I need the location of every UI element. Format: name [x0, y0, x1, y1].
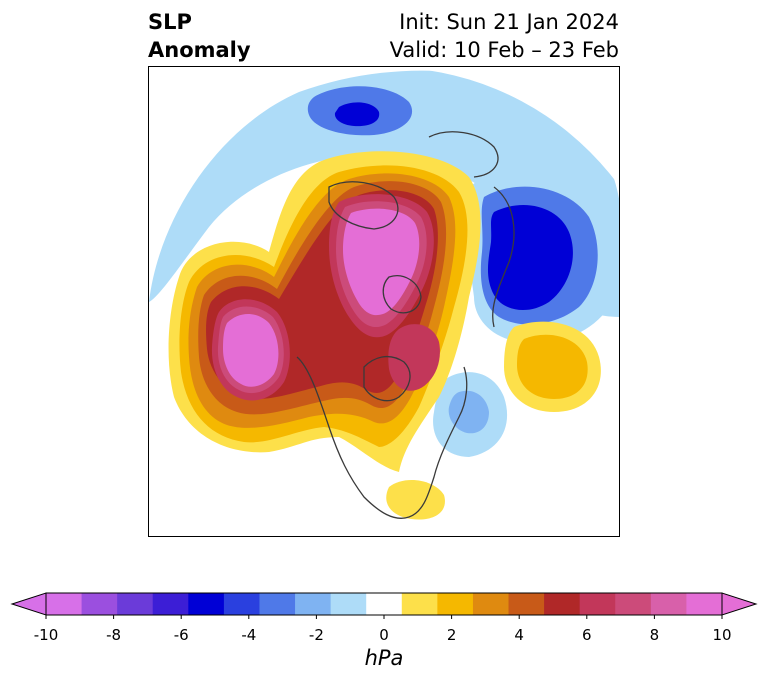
anomaly-darkblue-north [334, 102, 380, 127]
colorbar-tick-label: 2 [446, 626, 457, 644]
colorbar-bin [259, 593, 296, 615]
colorbar-bin [188, 593, 225, 615]
colorbar-tick-label: -8 [106, 626, 122, 644]
anomaly-pink-arctic [343, 208, 420, 316]
colorbar-bin [544, 593, 581, 615]
coastlines [296, 131, 515, 519]
colorbar-extend-max [721, 592, 758, 616]
anomaly-gold-azores [517, 334, 588, 399]
colorbar-unit-label: hPa [364, 646, 404, 670]
colorbar-tick-label: 10 [712, 626, 732, 644]
colorbar-bin [366, 593, 403, 615]
valid-date: Valid: 10 Feb – 23 Feb [389, 38, 619, 62]
colorbar-bin [295, 593, 332, 615]
colorbar-extend-min [10, 592, 47, 616]
colorbar-bin [650, 593, 687, 615]
colorbar-bin [437, 593, 474, 615]
colorbar-tick-label: -6 [173, 626, 189, 644]
colorbar-bin [117, 593, 154, 615]
colorbar-tick-label: -4 [241, 626, 257, 644]
anomaly-darkblue-east [487, 204, 573, 311]
title-line-1: SLP [148, 10, 192, 34]
colorbar-bin [81, 593, 118, 615]
anomaly-lightblue-north [149, 70, 619, 317]
anomaly-pink-alaska [223, 314, 279, 387]
colorbar-bin [579, 593, 616, 615]
colorbar-bin [152, 593, 189, 615]
colorbar-bin [401, 593, 438, 615]
colorbar-tick-label: 0 [379, 626, 389, 644]
colorbar-bin [472, 593, 510, 615]
colorbar-tick-label: -2 [308, 626, 324, 644]
date-info: Init: Sun 21 Jan 2024 Valid: 10 Feb – 23… [390, 8, 619, 64]
colorbar-bin [223, 593, 260, 615]
colorbar [10, 592, 758, 619]
map-title: SLP Anomaly [148, 8, 251, 64]
colorbar-tick-label: 6 [582, 626, 592, 644]
anomaly-blue-atlantic [448, 390, 489, 434]
colorbar-bin [508, 593, 545, 615]
colorbar-bin [330, 593, 367, 615]
title-line-2: Anomaly [148, 38, 251, 62]
colorbar-bin [46, 593, 83, 615]
init-date: Init: Sun 21 Jan 2024 [399, 10, 619, 34]
anomaly-red-eastcanada [388, 324, 440, 391]
colorbar-tick-label: 8 [649, 626, 660, 644]
colorbar-bin [615, 593, 652, 615]
map-canvas [149, 70, 619, 520]
anomaly-map [148, 66, 620, 537]
colorbar-bin [686, 593, 723, 615]
colorbar-tick-label: -10 [33, 626, 59, 644]
colorbar-tick-label: 4 [514, 626, 524, 644]
